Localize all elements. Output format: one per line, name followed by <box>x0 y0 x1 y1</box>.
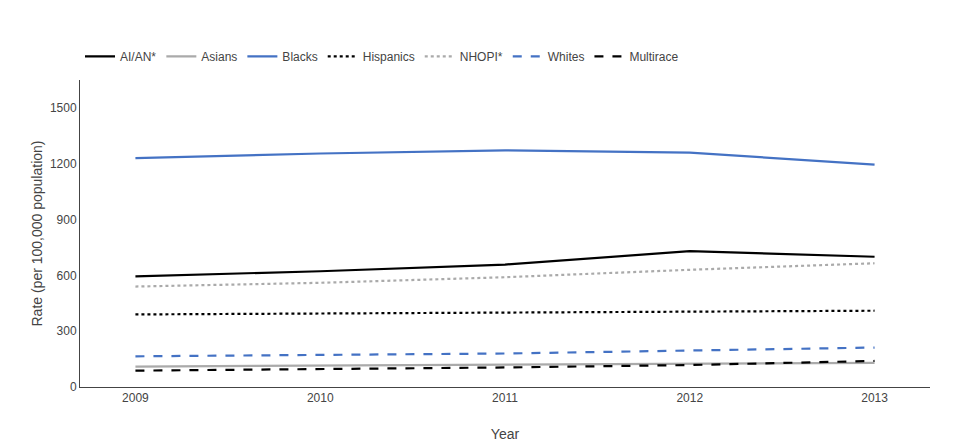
svg-text:NHOPI*: NHOPI* <box>460 50 503 64</box>
svg-text:Hispanics: Hispanics <box>363 50 415 64</box>
svg-text:2013: 2013 <box>861 391 888 405</box>
svg-text:1500: 1500 <box>50 101 77 115</box>
svg-text:Asians: Asians <box>201 50 237 64</box>
svg-text:2010: 2010 <box>307 391 334 405</box>
svg-text:Rate (per 100,000 population): Rate (per 100,000 population) <box>29 140 45 326</box>
svg-text:Year: Year <box>491 426 520 442</box>
svg-text:Multirace: Multirace <box>629 50 678 64</box>
svg-text:1200: 1200 <box>50 157 77 171</box>
svg-text:900: 900 <box>57 213 77 227</box>
svg-text:AI/AN*: AI/AN* <box>120 50 156 64</box>
svg-text:2011: 2011 <box>492 391 518 405</box>
svg-text:2012: 2012 <box>676 391 703 405</box>
svg-text:Blacks: Blacks <box>282 50 317 64</box>
svg-text:2009: 2009 <box>122 391 149 405</box>
svg-text:Whites: Whites <box>548 50 585 64</box>
svg-text:300: 300 <box>57 324 77 338</box>
svg-text:600: 600 <box>57 269 77 283</box>
svg-text:0: 0 <box>70 380 77 394</box>
